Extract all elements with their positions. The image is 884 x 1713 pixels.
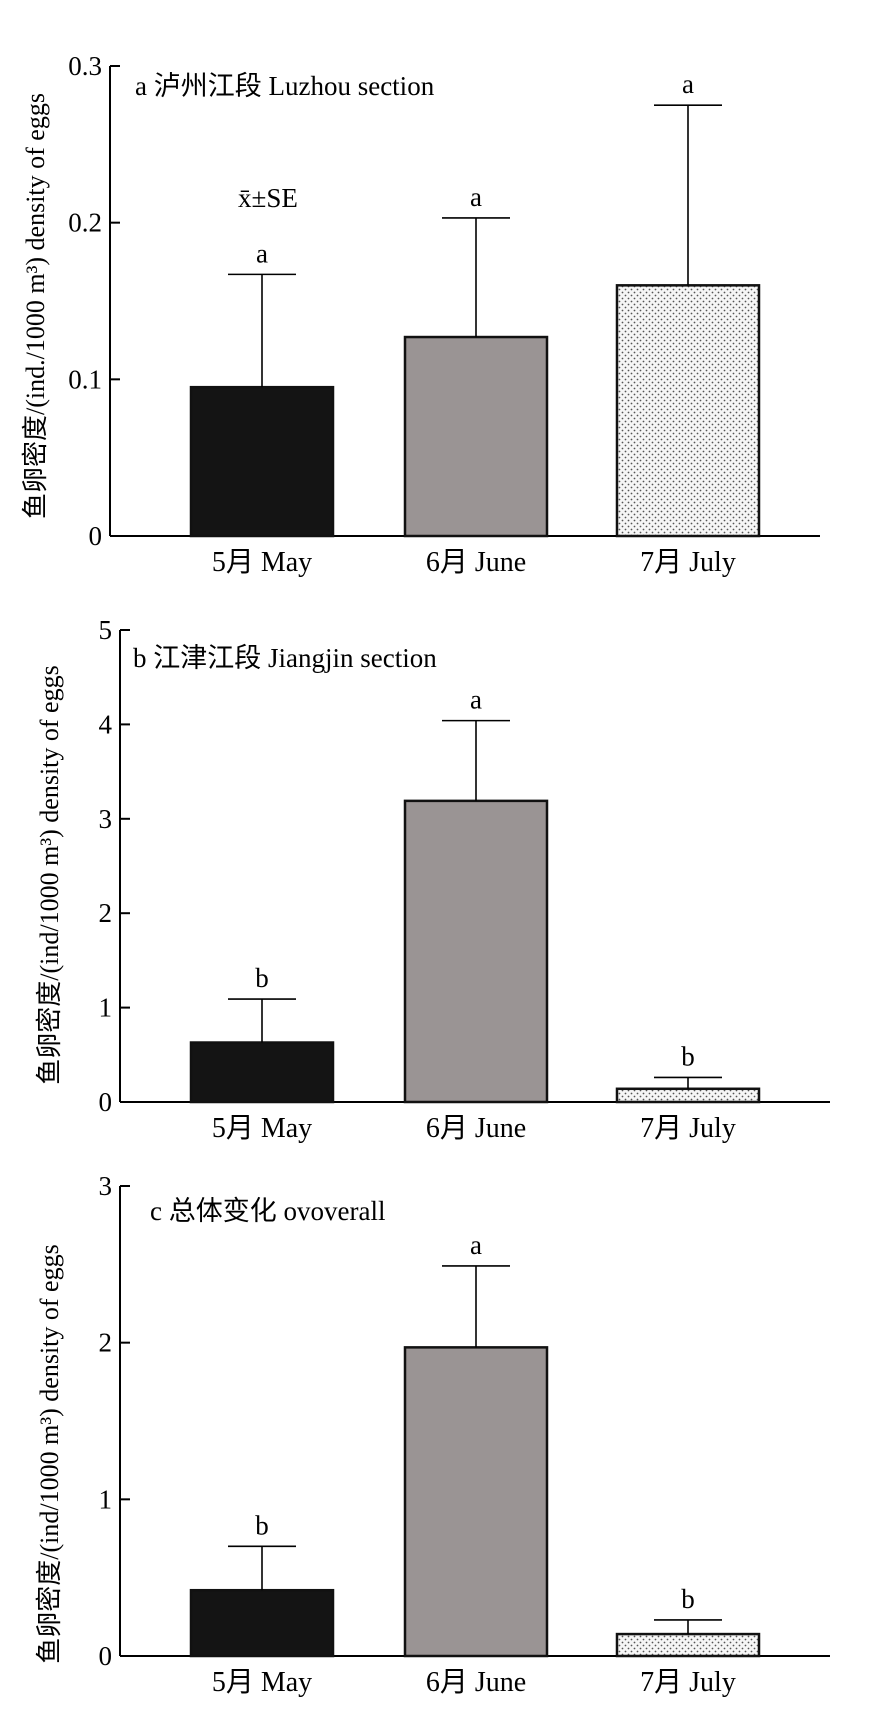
panel-b-title: b 江津江段 Jiangjin section (133, 643, 437, 673)
panel-a-y-tick-label: 0.2 (68, 208, 102, 238)
panel-c-chart: c 总体变化 ovoverall 鱼卵密度/(ind/1000 m³) dens… (35, 1171, 830, 1698)
panel-b-category-label: 5月 May (212, 1113, 312, 1144)
panel-a-significance-letter: a (470, 182, 482, 212)
panel-b-category-label: 7月 July (640, 1113, 736, 1144)
panel-c-category-label: 5月 May (212, 1667, 312, 1698)
panel-a-chart: a 泸州江段 Luzhou section x̄±SE 鱼卵密度/(ind./1… (21, 51, 820, 578)
panel-a-bar (189, 385, 335, 538)
panel-c-y-tick-label: 3 (99, 1171, 113, 1201)
panel-c-bar (615, 1632, 761, 1658)
panel-c-title: c 总体变化 ovoverall (150, 1196, 385, 1226)
panel-a-y-tick-label: 0 (89, 521, 103, 551)
panel-c-category-label: 7月 July (640, 1667, 736, 1698)
panel-c-y-tick-label: 2 (99, 1328, 113, 1358)
panel-c-y-tick-label: 1 (99, 1484, 113, 1514)
panel-b-category-label: 6月 June (426, 1113, 526, 1144)
panel-b-y-tick-label: 3 (99, 804, 113, 834)
panel-a-bar (403, 335, 549, 538)
panel-a-significance-letter: a (256, 238, 268, 268)
panel-c-significance-letter: b (255, 1510, 269, 1540)
panel-b-significance-letter: b (255, 963, 269, 993)
panel-c-y-axis-label: 鱼卵密度/(ind/1000 m³) density of eggs (35, 1244, 64, 1663)
panel-b-y-tick-label: 5 (99, 615, 113, 645)
panel-a-y-tick-label: 0.1 (68, 364, 102, 394)
panel-b-significance-letter: b (681, 1041, 695, 1071)
panel-b-y-tick-label: 1 (99, 993, 113, 1023)
panel-a-y-tick-label: 0.3 (68, 51, 102, 81)
mean-se-annotation: x̄±SE (238, 183, 298, 213)
panel-b-y-tick-label: 2 (99, 898, 113, 928)
panel-a-y-axis-label: 鱼卵密度/(ind./1000 m³) density of eggs (21, 93, 50, 519)
panel-b-y-tick-label: 0 (99, 1087, 113, 1117)
panel-b-bar (189, 1041, 335, 1104)
panel-b-y-axis-label: 鱼卵密度/(ind/1000 m³) density of eggs (35, 665, 64, 1084)
panel-c-bar (189, 1588, 335, 1658)
panel-a-title: a 泸州江段 Luzhou section (135, 71, 435, 101)
panel-c-significance-letter: a (470, 1230, 482, 1260)
panel-b-bar (615, 1087, 761, 1104)
panel-c-y-tick-label: 0 (99, 1641, 113, 1671)
panel-a-category-label: 6月 June (426, 547, 526, 578)
panel-a-bar (615, 284, 761, 538)
panel-a-category-label: 7月 July (640, 547, 736, 578)
panel-b-significance-letter: a (470, 685, 482, 715)
panel-a-category-label: 5月 May (212, 547, 312, 578)
panel-a-significance-letter: a (682, 69, 694, 99)
panel-b-y-tick-label: 4 (99, 709, 113, 739)
panel-b-chart: b 江津江段 Jiangjin section 鱼卵密度/(ind/1000 m… (35, 615, 830, 1144)
panel-b-bar (403, 799, 549, 1104)
panel-c-category-label: 6月 June (426, 1667, 526, 1698)
panel-c-significance-letter: b (681, 1584, 695, 1614)
panel-c-bar (403, 1346, 549, 1658)
